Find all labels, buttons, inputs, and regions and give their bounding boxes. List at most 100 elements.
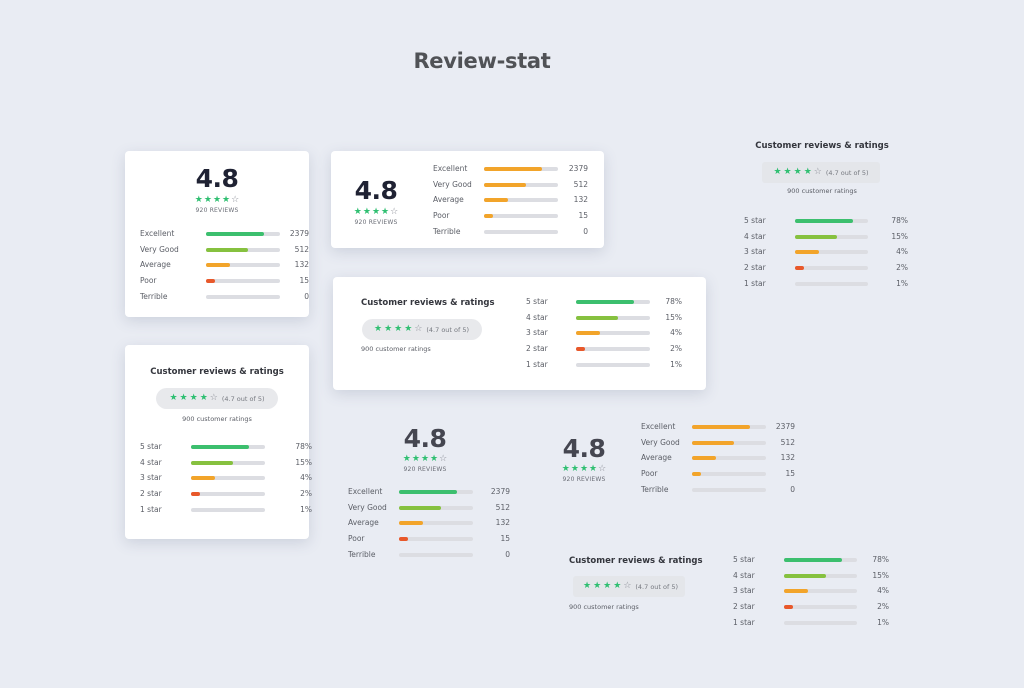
- rating-bar-fill: [191, 492, 200, 497]
- rating-row: 4 star 15%: [744, 232, 908, 242]
- rating-row-value: 78%: [872, 555, 889, 564]
- rating-bar-track: [784, 573, 857, 578]
- ratings-card-vertical: Customer reviews & ratings ★ ★ ★ ★ ☆ (4.7 ou…: [125, 345, 312, 539]
- star-filled-icon: ★: [420, 454, 430, 464]
- rating-row-label: 4 star: [733, 570, 755, 580]
- rating-row-label: 3 star: [733, 586, 755, 596]
- rating-row-value: 4%: [877, 586, 889, 596]
- rating-bar-track: [692, 425, 766, 429]
- star-filled-icon: ★: [803, 167, 812, 177]
- rating-bar-track: [576, 362, 650, 367]
- rating-row-label: Very Good: [641, 437, 680, 447]
- rating-row: Poor 15: [140, 276, 309, 286]
- rating-bar-fill: [484, 167, 543, 171]
- customer-ratings-count: 900 customer ratings: [787, 187, 857, 195]
- rating-row: 4 star 15%: [140, 458, 312, 468]
- rating-bar-track: [576, 315, 650, 320]
- page-title: Review-stat: [413, 49, 551, 73]
- rating-row-label: 2 star: [733, 602, 755, 612]
- rating-bar-track: [191, 445, 265, 449]
- rating-row-value: 132: [780, 453, 795, 463]
- rating-row: Excellent 2379: [433, 164, 588, 174]
- rating-row-label: Average: [433, 195, 464, 205]
- rating-bar-track: [399, 521, 473, 526]
- star-filled-icon: ★: [353, 207, 362, 217]
- rating-out-of: (4.7 out of 5): [825, 168, 869, 177]
- rating-row-label: Very Good: [348, 502, 387, 512]
- rating-row-label: Terrible: [348, 549, 376, 559]
- score-card-vertical-flat: 4.8 ★ ★ ★ ★ ☆ 920 REVIEWS Excellent 2379 Very …: [340, 420, 515, 565]
- rating-row: Poor 15: [348, 534, 510, 544]
- rating-row-label: 1 star: [733, 617, 755, 627]
- rating-row-value: 512: [294, 244, 309, 254]
- ratings-card-horizontal: Customer reviews & ratings ★ ★ ★ ★ ☆ (4.7 ou…: [333, 277, 706, 390]
- rating-bar-fill: [795, 266, 804, 271]
- star-empty-icon: ☆: [209, 393, 218, 403]
- rating-row: Average 132: [348, 518, 510, 528]
- rating-row: 2 star 2%: [526, 344, 682, 354]
- rating-row-label: 5 star: [140, 442, 162, 451]
- rating-row-value: 1%: [896, 278, 908, 288]
- average-score: 4.8: [354, 176, 398, 205]
- rating-bar-track: [576, 347, 650, 352]
- star-rating: ★ ★ ★ ★ ☆: [169, 394, 217, 403]
- rating-bar-track: [206, 279, 280, 284]
- star-filled-icon: ★: [189, 393, 198, 403]
- rating-row: 5 star 78%: [744, 216, 908, 226]
- star-rating: ★ ★ ★ ★ ☆: [340, 455, 510, 464]
- rating-row: Average 132: [433, 195, 588, 205]
- rating-row: 5 star 78%: [140, 442, 312, 452]
- rating-bar-track: [191, 507, 265, 512]
- rating-row-label: 1 star: [744, 278, 766, 288]
- rating-bar-track: [784, 558, 857, 562]
- rating-row-value: 2%: [877, 602, 889, 612]
- rating-pill: ★ ★ ★ ★ ☆ (4.7 out of 5): [573, 576, 685, 597]
- rating-row-label: Excellent: [140, 229, 175, 238]
- rating-bar-track: [784, 589, 857, 594]
- rating-bar-fill: [692, 456, 717, 461]
- rating-row-value: 15: [299, 276, 309, 286]
- rating-row-value: 15%: [891, 231, 908, 241]
- rating-bar-track: [484, 229, 558, 234]
- rating-row-value: 2379: [490, 487, 510, 496]
- rating-row-value: 132: [495, 518, 510, 528]
- rating-bar-track: [692, 472, 766, 477]
- rating-bar-track: [484, 198, 558, 203]
- star-filled-icon: ★: [169, 393, 178, 403]
- rating-row-label: Excellent: [433, 164, 468, 173]
- rating-row-value: 0: [583, 226, 588, 236]
- rating-row: 1 star 1%: [140, 505, 312, 515]
- rating-row: 2 star 2%: [140, 489, 312, 499]
- rating-bar-fill: [206, 279, 215, 284]
- rating-row-label: Terrible: [641, 484, 669, 494]
- customer-ratings-count: 900 customer ratings: [182, 415, 252, 423]
- reviews-count: 920 REVIEWS: [562, 476, 606, 483]
- customer-ratings-count: 900 customer ratings: [569, 603, 639, 611]
- rating-row-label: Average: [348, 518, 379, 528]
- star-empty-icon: ☆: [231, 195, 240, 205]
- rating-row: 2 star 2%: [733, 602, 889, 612]
- score-card-horizontal-flat: 4.8 ★ ★ ★ ★ ☆ 920 REVIEWS Excellent 2379 Very …: [552, 417, 807, 499]
- rating-row-value: 512: [573, 179, 588, 189]
- rating-row-label: 4 star: [744, 231, 766, 241]
- rating-row: 1 star 1%: [744, 279, 908, 289]
- rating-bar-track: [795, 250, 868, 255]
- star-rating: ★ ★ ★ ★ ☆: [125, 196, 309, 205]
- rating-row-value: 15: [785, 469, 795, 479]
- rating-bar-fill: [484, 182, 527, 187]
- rating-row: 1 star 1%: [733, 618, 889, 628]
- rating-row-value: 15: [578, 211, 588, 221]
- rating-row: Terrible 0: [140, 292, 309, 302]
- rating-bar-fill: [191, 460, 234, 465]
- rating-row-label: 3 star: [744, 247, 766, 257]
- star-filled-icon: ★: [222, 195, 231, 205]
- rating-row-label: Average: [641, 453, 672, 463]
- star-filled-icon: ★: [593, 581, 602, 591]
- rating-bar-track: [484, 167, 558, 171]
- rating-row: Average 132: [641, 453, 795, 463]
- rating-row: 2 star 2%: [744, 263, 908, 273]
- star-rating: ★ ★ ★ ★ ☆: [773, 168, 821, 177]
- rating-row-label: Very Good: [140, 244, 179, 254]
- rating-bar-fill: [784, 605, 793, 610]
- star-filled-icon: ★: [203, 195, 212, 205]
